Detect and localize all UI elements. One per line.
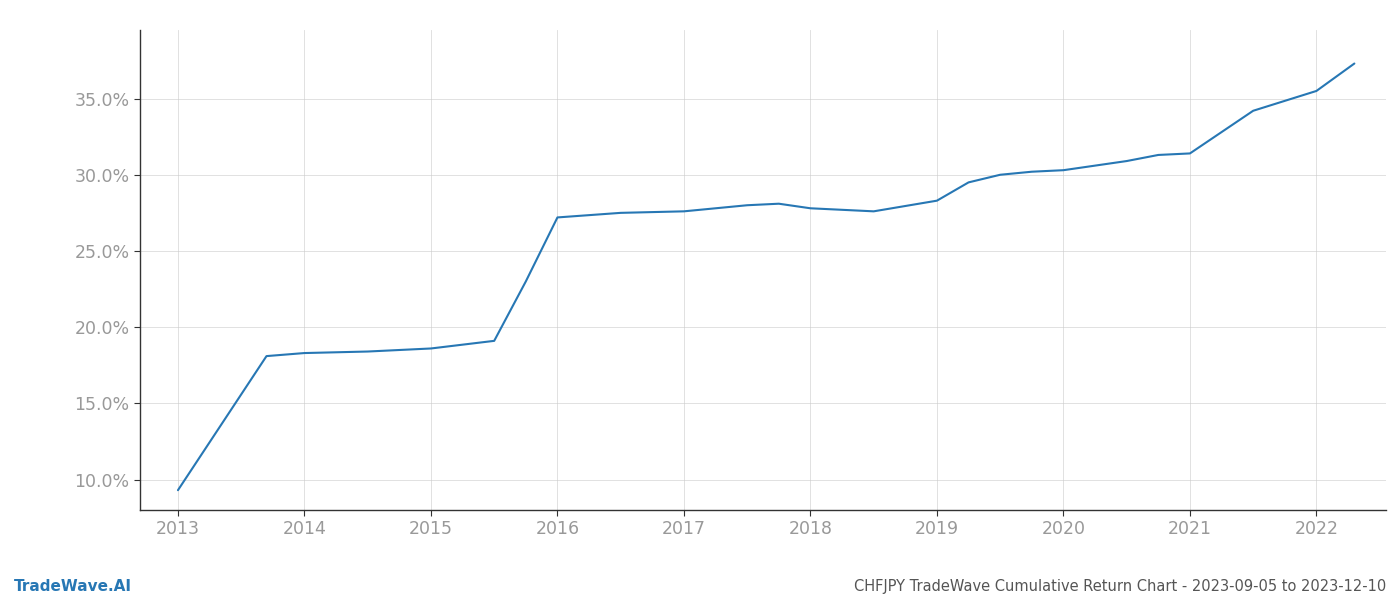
Text: TradeWave.AI: TradeWave.AI (14, 579, 132, 594)
Text: CHFJPY TradeWave Cumulative Return Chart - 2023-09-05 to 2023-12-10: CHFJPY TradeWave Cumulative Return Chart… (854, 579, 1386, 594)
